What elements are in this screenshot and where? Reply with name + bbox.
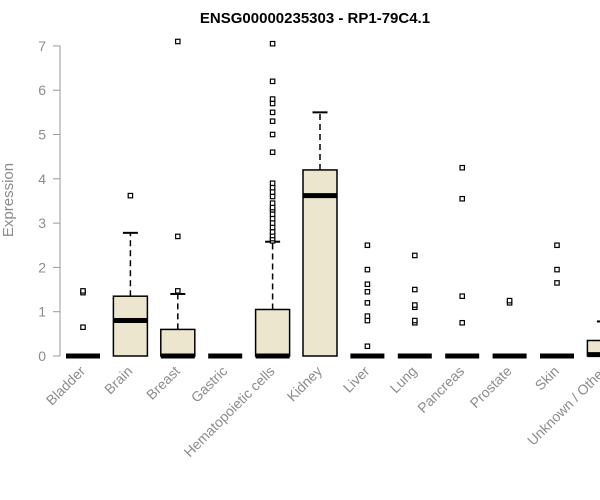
outlier-point [459,293,466,299]
box-bladder [66,288,100,359]
y-tick-label: 7 [38,38,46,54]
x-tick-label: Pancreas [414,363,467,416]
outlier-point [554,280,560,286]
outlier-point [364,266,371,273]
outlier-point [459,164,466,171]
outlier-point [554,242,560,249]
box-lung [397,252,432,359]
outlier-point [364,242,371,249]
box-iqr [586,339,600,357]
outlier-point [269,215,276,222]
y-axis: 0 1 2 3 4 5 6 7 [38,38,61,364]
outlier-point [269,229,276,235]
x-tick-label: Unknown / Other [524,363,600,449]
outlier-point [364,313,371,319]
outlier-point [269,204,276,211]
outlier-point [269,118,276,125]
outlier-point [412,252,418,259]
y-tick-label: 2 [38,259,46,275]
box-skin [540,242,574,359]
outlier-point [459,319,466,326]
box-liver [350,242,385,359]
outlier-point [80,324,86,331]
box-hematopoietic-cells [254,40,291,359]
outlier-point [269,189,276,195]
x-tick-label: Skin [532,363,563,394]
outlier-point [412,302,418,308]
box-kidney [302,111,338,357]
outlier-point [269,224,276,231]
outlier-point [269,100,276,107]
box-iqr [254,308,291,357]
outlier-point [269,184,276,191]
outlier-point [269,200,276,206]
chart-title: ENSG00000235303 - RP1-79C4.1 [200,10,430,27]
box-unknown-other [586,320,600,358]
outlier-point [412,286,418,293]
y-axis-label: Expression [0,163,17,237]
box-prostate [492,297,527,359]
outlier-point [175,288,181,294]
outlier-point [269,211,276,218]
outlier-point [364,317,371,324]
y-tick-label: 6 [38,82,46,98]
box-pancreas [445,164,480,359]
y-tick-label: 4 [38,171,46,187]
outlier-point [412,317,418,324]
outlier-point [127,192,134,199]
outlier-point [364,300,371,306]
x-tick-label: Gastric [188,363,231,406]
outlier-point [364,281,371,288]
x-tick-label: Hematopoietic cells [181,363,278,460]
box-breast [160,38,196,359]
outlier-point [459,195,466,202]
x-tick-label: Lung [387,363,420,396]
x-tick-label: Breast [143,363,183,403]
x-tick-label: Liver [340,363,373,396]
y-tick-label: 5 [38,127,46,143]
y-tick-label: 1 [38,304,46,320]
outlier-point [175,38,181,45]
y-tick-label: 0 [38,348,46,364]
x-tick-label: Bladder [43,363,89,409]
outlier-point [269,180,276,187]
box-brain [112,192,149,357]
outlier-point [269,40,276,47]
outlier-point [269,193,276,200]
outlier-point [554,266,560,273]
boxes-group [66,38,600,359]
outlier-point [269,131,276,138]
outlier-point [506,297,513,304]
box-iqr [160,328,196,357]
y-tick-label: 3 [38,215,46,231]
outlier-point [364,343,371,350]
box-iqr [112,295,149,357]
outlier-point [269,78,276,85]
outlier-point [175,233,181,240]
outlier-point [269,109,276,116]
x-tick-label: Kidney [284,363,326,405]
box-iqr [302,169,338,357]
x-tick-label: Brain [101,363,135,397]
x-tick-label: Prostate [467,363,515,411]
outlier-point [364,288,371,295]
outlier-point [269,220,276,226]
outlier-point [80,288,86,294]
outlier-point [269,149,276,156]
outlier-point [269,96,276,102]
